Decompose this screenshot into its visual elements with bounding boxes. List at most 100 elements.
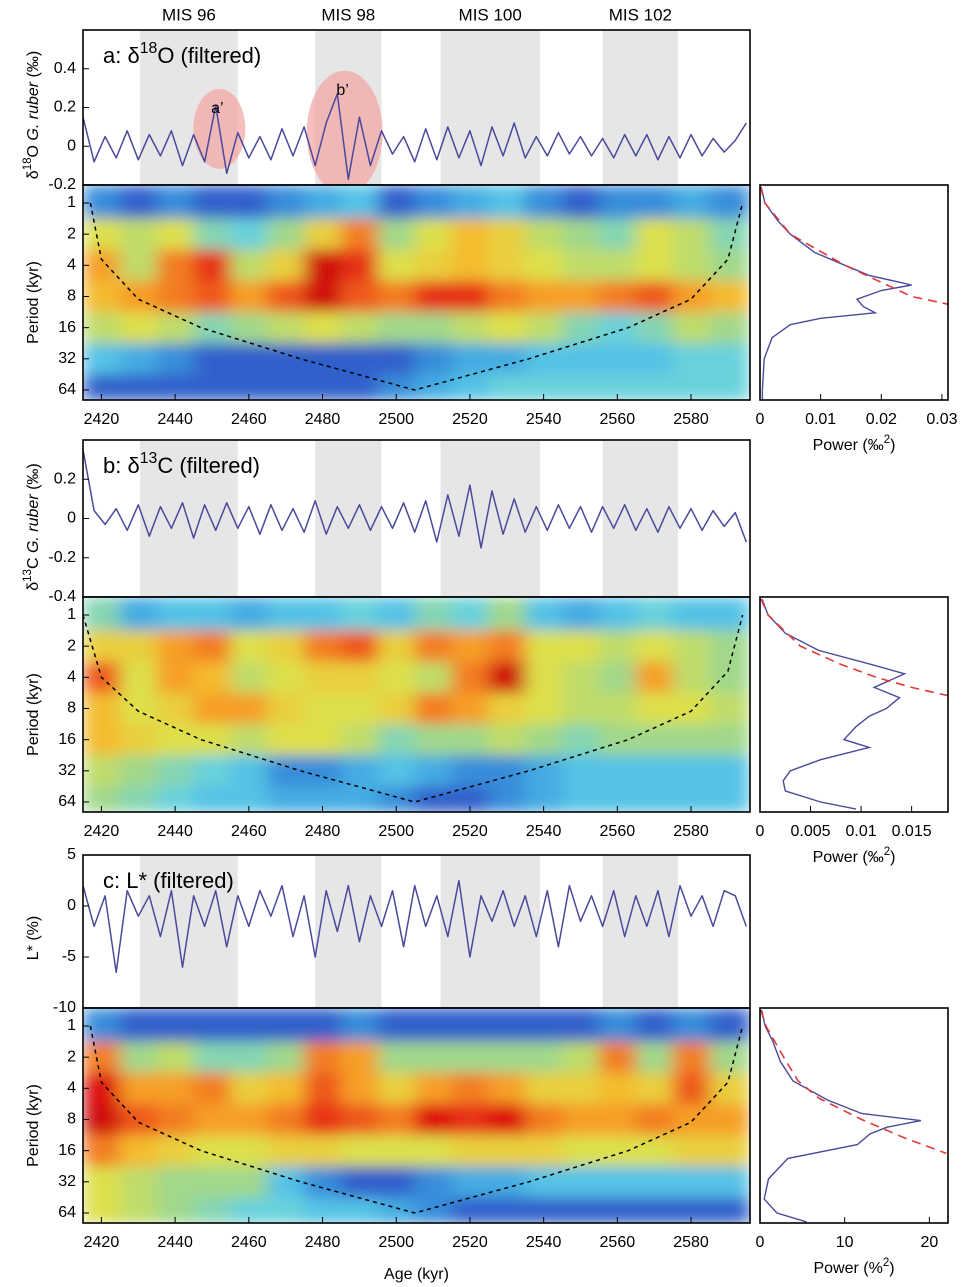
y-tick-label: 32 [58, 1173, 76, 1190]
wavelet-cell [83, 1135, 121, 1167]
wavelet-cell [598, 1008, 637, 1043]
wavelet-cell [267, 249, 305, 282]
wavelet-cell [267, 692, 305, 725]
plot-area [83, 597, 750, 812]
wavelet-cell [267, 786, 305, 812]
wavelet-cell [598, 1135, 637, 1167]
wavelet-cell [267, 312, 305, 344]
wavelet-cell [267, 1041, 305, 1074]
wavelet-cell [525, 343, 563, 375]
wavelet-cell [635, 1166, 674, 1198]
wavelet-cell [193, 755, 231, 787]
wavelet-cell [304, 1166, 342, 1198]
wavelet-cell [635, 755, 674, 787]
x-tick-label: 0.005 [791, 823, 831, 840]
wavelet-cell [193, 692, 231, 725]
y-tick-label: 0.2 [54, 99, 76, 116]
wavelet-cell [119, 374, 158, 400]
wavelet-cell [488, 249, 526, 282]
wavelet-cell [83, 1072, 121, 1105]
wavelet-cell [451, 630, 489, 663]
y-tick-label: 4 [67, 257, 76, 274]
wavelet-cell [83, 249, 121, 282]
y-tick-label: -0.2 [48, 549, 76, 566]
wavelet-cell [83, 692, 121, 725]
wavelet-cell [230, 1103, 268, 1136]
wavelet-cell [83, 218, 121, 251]
wavelet-cell [267, 343, 305, 375]
wavelet-cell [304, 249, 342, 282]
text-part: ) [890, 437, 895, 454]
text-part: O (filtered) [157, 43, 261, 68]
wavelet-cell [230, 661, 268, 694]
wavelet-cell [304, 343, 342, 375]
y-tick-label: 0 [67, 137, 76, 154]
wavelet-cell [562, 374, 600, 400]
x-axis-label: Power (%2) [813, 1257, 894, 1277]
text-part: δ [25, 170, 42, 179]
x-tick-label: 2580 [673, 411, 709, 428]
wavelet-cell [672, 1041, 710, 1074]
wavelet-cell [488, 755, 526, 787]
wavelet-cell [304, 312, 342, 344]
wavelet-cell [267, 218, 305, 251]
x-axis-label: Power (‰2) [813, 846, 896, 866]
wavelet-cell [193, 1072, 231, 1105]
y-tick-label: 4 [67, 669, 76, 686]
wavelet-cell [119, 1197, 158, 1223]
wavelet-cell [340, 185, 379, 220]
wavelet-cell [340, 724, 379, 756]
wavelet-cell [377, 1072, 416, 1105]
x-tick-label: 2500 [378, 823, 414, 840]
wavelet-cell [488, 786, 526, 812]
wavelet-cell [119, 630, 158, 663]
wavelet-cell [525, 692, 563, 725]
wavelet-cell [488, 1166, 526, 1198]
wavelet-cell [83, 630, 121, 663]
x-tick-label: 0 [756, 823, 765, 840]
wavelet-cell [193, 1103, 231, 1136]
cone-of-influence [89, 1025, 744, 1214]
wavelet-cell [156, 1008, 195, 1043]
wavelet-cell [267, 1166, 305, 1198]
wavelet-cell [304, 185, 342, 220]
wavelet-cell [525, 218, 563, 251]
wavelet-cell [193, 185, 231, 220]
wavelet-cell [709, 630, 750, 663]
x-tick-label: 0 [756, 411, 765, 428]
wavelet-cell [340, 755, 379, 787]
wavelet-cell [672, 218, 710, 251]
wavelet-cell [83, 755, 121, 787]
y-tick-label: 1 [67, 1017, 76, 1034]
wavelet-cell [562, 661, 600, 694]
wavelet-cell [414, 692, 453, 725]
wavelet-cell [377, 630, 416, 663]
mis-band [315, 855, 382, 1008]
x-tick-label: 2440 [157, 1234, 193, 1251]
wavelet-cell [304, 1135, 342, 1167]
wavelet-cell [156, 343, 195, 375]
wavelet-cell [156, 1041, 195, 1074]
wavelet-cell [709, 661, 750, 694]
x-tick-label: 0.01 [846, 823, 877, 840]
wavelet-cell [156, 280, 195, 313]
panel-title: c: L* (filtered) [103, 868, 234, 893]
wavelet-cell [525, 1008, 563, 1043]
wavelet-cell [267, 1008, 305, 1043]
plot-frame [759, 184, 949, 401]
wavelet-cell [525, 597, 563, 632]
wavelet-cell [414, 1197, 453, 1223]
wavelet-cell [193, 312, 231, 344]
wavelet-cell [525, 630, 563, 663]
y-tick-label: 64 [58, 793, 76, 810]
plot-frame [82, 184, 751, 401]
y-tick-label: -5 [62, 948, 76, 965]
wavelet-cell [488, 597, 526, 632]
wavelet-cell [635, 374, 674, 400]
wavelet-cell [414, 630, 453, 663]
wavelet-cell [156, 1166, 195, 1198]
x-axis-label: Power (‰2) [813, 434, 896, 454]
wavelet-cell [340, 1041, 379, 1074]
x-tick-label: 2540 [526, 411, 562, 428]
wavelet-cell [230, 597, 268, 632]
